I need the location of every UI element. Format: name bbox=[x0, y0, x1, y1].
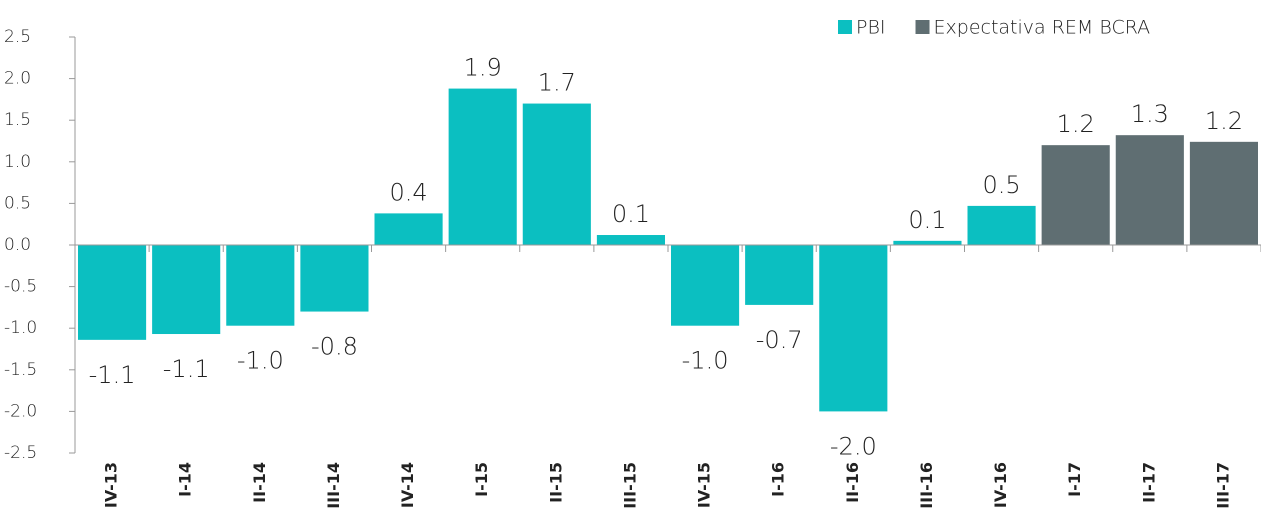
y-tick-label: 1.5 bbox=[4, 110, 31, 130]
x-tick-label: I-15 bbox=[472, 462, 491, 497]
value-label: 0.4 bbox=[389, 178, 427, 206]
value-label: -0.8 bbox=[311, 333, 358, 361]
legend-label: PBI bbox=[856, 17, 886, 39]
value-label: 1.2 bbox=[1205, 107, 1243, 135]
y-tick-label: -1.0 bbox=[4, 318, 37, 338]
value-label: 1.9 bbox=[464, 54, 502, 82]
bar bbox=[374, 213, 443, 245]
bar bbox=[671, 245, 740, 326]
bar bbox=[152, 245, 221, 335]
bar bbox=[300, 245, 369, 312]
x-tick-label: I-17 bbox=[1065, 462, 1084, 497]
value-label: 0.1 bbox=[612, 200, 650, 228]
y-tick-label: 0.0 bbox=[4, 235, 31, 255]
value-label: -1.1 bbox=[163, 355, 210, 383]
value-label: -1.0 bbox=[237, 347, 284, 375]
y-tick-label: -1.5 bbox=[4, 360, 37, 380]
x-tick-label: I-14 bbox=[176, 462, 195, 497]
value-label: -2.0 bbox=[830, 432, 877, 460]
x-tick-label: II-16 bbox=[843, 462, 862, 503]
x-tick-label: II-15 bbox=[546, 462, 565, 503]
y-tick-label: -0.5 bbox=[4, 277, 37, 297]
bar bbox=[226, 245, 295, 326]
y-tick-label: -2.0 bbox=[4, 401, 37, 421]
bar bbox=[1115, 135, 1184, 245]
bar bbox=[596, 235, 665, 245]
y-tick-label: -2.5 bbox=[4, 443, 37, 463]
y-tick-label: 1.0 bbox=[4, 152, 31, 172]
x-tick-label: I-16 bbox=[769, 462, 788, 497]
value-label: -1.0 bbox=[682, 347, 729, 375]
bar bbox=[1041, 145, 1110, 245]
y-tick-label: 2.0 bbox=[4, 69, 31, 89]
legend-swatch bbox=[915, 20, 930, 34]
x-tick-label: III-16 bbox=[917, 462, 936, 509]
bar bbox=[448, 88, 517, 245]
value-label: -1.1 bbox=[89, 361, 136, 389]
x-tick-label: IV-13 bbox=[102, 462, 121, 508]
value-label: 1.3 bbox=[1131, 100, 1169, 128]
legend-label: Expectativa REM BCRA bbox=[934, 17, 1151, 39]
legend-swatch bbox=[838, 20, 852, 34]
x-tick-label: II-17 bbox=[1139, 462, 1158, 503]
x-tick-label: II-14 bbox=[250, 462, 269, 503]
value-label: 0.1 bbox=[908, 206, 946, 234]
x-tick-label: III-17 bbox=[1213, 462, 1232, 509]
bar bbox=[819, 245, 888, 412]
x-tick-label: III-14 bbox=[324, 462, 343, 509]
y-tick-label: 2.5 bbox=[4, 27, 31, 47]
x-tick-label: IV-14 bbox=[398, 462, 417, 508]
value-label: 1.7 bbox=[538, 69, 576, 97]
bar bbox=[745, 245, 814, 305]
y-tick-label: 0.5 bbox=[4, 193, 31, 213]
value-label: -0.7 bbox=[756, 326, 803, 354]
bar bbox=[78, 245, 147, 340]
bar bbox=[893, 240, 962, 245]
value-label: 1.2 bbox=[1057, 110, 1095, 138]
bar bbox=[522, 103, 591, 245]
bar bbox=[967, 205, 1036, 245]
x-tick-label: III-15 bbox=[620, 462, 639, 509]
x-tick-label: IV-16 bbox=[991, 462, 1010, 508]
x-tick-label: IV-15 bbox=[695, 462, 714, 508]
bar bbox=[1189, 141, 1258, 245]
value-label: 0.5 bbox=[982, 171, 1020, 199]
